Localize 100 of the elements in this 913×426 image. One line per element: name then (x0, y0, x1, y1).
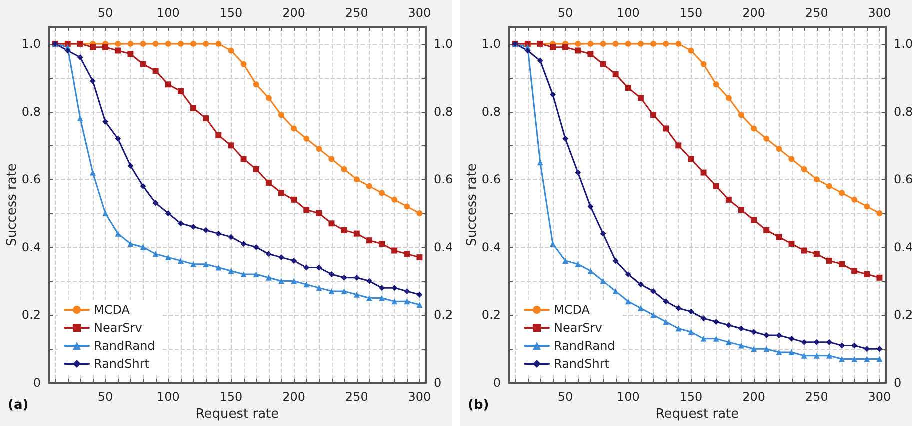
point (404, 298, 410, 305)
point (253, 272, 260, 278)
point (788, 336, 795, 342)
point (216, 264, 222, 271)
point (416, 210, 423, 216)
point (814, 339, 820, 346)
point (102, 118, 109, 125)
y2-tick-label: 0 (434, 376, 442, 390)
legend-label: NearSrv (94, 321, 142, 335)
point (266, 95, 272, 102)
point (688, 329, 694, 336)
point (152, 200, 159, 206)
point (788, 349, 795, 356)
point (738, 207, 744, 214)
x-tick-label: 200 (282, 390, 306, 404)
point (839, 356, 846, 362)
point (115, 136, 122, 142)
x2-tick-label: 50 (98, 6, 114, 20)
x-tick-label: 200 (742, 390, 766, 404)
point (776, 349, 782, 356)
point (240, 240, 247, 247)
x-tick-label: 300 (868, 390, 892, 404)
point (240, 156, 247, 162)
point (625, 85, 632, 92)
point (751, 217, 758, 224)
x2-tick-label: 300 (408, 6, 432, 20)
point (852, 356, 858, 362)
point (266, 180, 272, 186)
x2-tick-label: 250 (805, 6, 828, 20)
point (140, 40, 146, 47)
y2-tick-label: 1.0 (434, 36, 454, 51)
point (304, 282, 310, 288)
point (128, 51, 134, 58)
point (316, 285, 322, 292)
point (404, 288, 410, 294)
y2-tick-label: 0.4 (894, 240, 913, 254)
point (165, 254, 172, 261)
y2-tick-label: 1.0 (894, 36, 913, 51)
y-tick-label: 1.0 (482, 36, 501, 51)
point (165, 82, 172, 88)
y2-tick-label: 0.8 (434, 104, 454, 119)
point (612, 258, 619, 264)
point (140, 61, 146, 68)
point (190, 40, 197, 47)
point (876, 346, 883, 352)
legend-label: NearSrv (554, 321, 602, 335)
point (291, 126, 298, 132)
point (140, 244, 146, 250)
y2-tick-label: 0 (894, 376, 902, 390)
point (738, 342, 744, 349)
point (291, 258, 298, 264)
point (77, 116, 84, 122)
point (575, 261, 582, 268)
point (190, 105, 197, 112)
point (178, 258, 184, 264)
point (366, 183, 372, 190)
point (726, 95, 732, 102)
point (328, 288, 335, 294)
point (713, 336, 720, 342)
point (203, 116, 210, 122)
point (575, 40, 582, 47)
point (328, 220, 335, 227)
point (726, 339, 732, 346)
x-tick-label: 250 (805, 390, 828, 404)
point (826, 352, 832, 359)
point (278, 254, 284, 261)
y2-tick-label: 0.2 (894, 308, 913, 322)
point (588, 204, 594, 210)
point (801, 248, 808, 254)
point (524, 48, 531, 54)
point (575, 48, 582, 54)
point (253, 82, 260, 88)
legend-label: RandShrt (554, 357, 610, 371)
point (575, 170, 582, 176)
point (788, 240, 795, 247)
x-axis-title: Request rate (196, 406, 280, 422)
point (764, 227, 770, 234)
point (392, 196, 398, 203)
point (612, 71, 619, 78)
point (814, 176, 820, 183)
point (354, 292, 360, 298)
point (240, 61, 247, 68)
point (152, 251, 159, 258)
point (64, 48, 71, 54)
point (864, 356, 870, 362)
point (826, 183, 832, 190)
point (676, 326, 682, 332)
point (178, 220, 184, 227)
y-tick-label: 0.8 (482, 104, 501, 119)
x-tick-label: 300 (408, 390, 432, 404)
point (128, 163, 134, 170)
text: (b) (468, 398, 490, 413)
point (550, 240, 556, 247)
point (663, 298, 670, 305)
point (550, 92, 556, 98)
point (291, 196, 298, 203)
point (801, 166, 808, 172)
point (826, 258, 832, 264)
point (404, 251, 410, 258)
point (612, 40, 619, 47)
